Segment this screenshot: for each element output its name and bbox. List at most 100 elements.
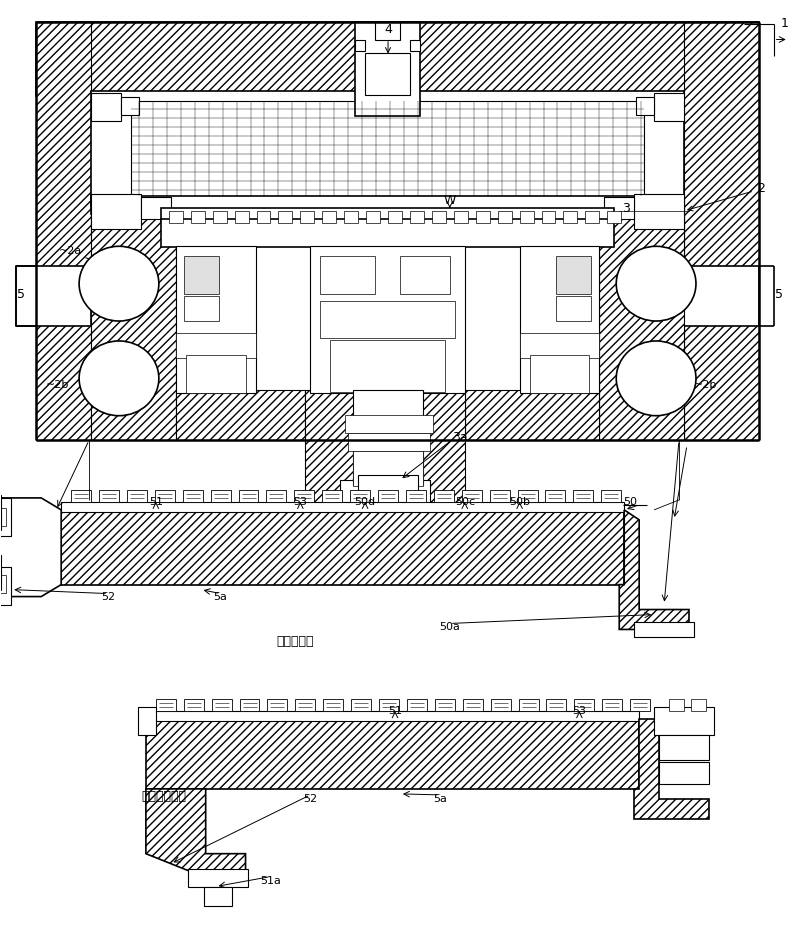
Polygon shape: [61, 510, 624, 585]
Text: 52: 52: [101, 591, 115, 602]
Bar: [654, 94, 684, 121]
Text: 50c: 50c: [454, 497, 475, 507]
Bar: [654, 708, 714, 735]
Bar: [182, 490, 202, 502]
Bar: [634, 622, 694, 638]
Bar: [210, 490, 230, 502]
Bar: [184, 699, 204, 711]
Bar: [323, 699, 343, 711]
Bar: [0, 554, 2, 589]
Bar: [127, 490, 147, 502]
Text: 3a: 3a: [452, 430, 467, 444]
Ellipse shape: [616, 246, 696, 321]
Bar: [358, 475, 418, 523]
Bar: [161, 208, 614, 222]
Bar: [490, 490, 510, 502]
Text: 52: 52: [303, 794, 318, 804]
Bar: [121, 97, 139, 115]
Bar: [0, 567, 11, 604]
Bar: [602, 490, 622, 502]
Bar: [410, 211, 424, 223]
Text: 50: 50: [623, 497, 638, 507]
Text: 5: 5: [774, 289, 782, 301]
Bar: [574, 490, 594, 502]
Bar: [16, 266, 91, 325]
Bar: [184, 295, 218, 321]
Bar: [434, 490, 454, 502]
Bar: [320, 301, 455, 339]
Text: 2: 2: [688, 183, 765, 211]
Text: 53: 53: [572, 706, 586, 716]
Text: 51a: 51a: [260, 876, 281, 885]
Text: 50a: 50a: [439, 622, 460, 633]
Bar: [155, 490, 174, 502]
Bar: [0, 495, 2, 530]
Polygon shape: [465, 391, 599, 440]
Bar: [212, 699, 231, 711]
Polygon shape: [684, 22, 758, 440]
Bar: [0, 574, 6, 592]
Text: 加熱器供電部: 加熱器供電部: [141, 790, 186, 803]
Bar: [684, 266, 758, 325]
Bar: [99, 490, 119, 502]
Bar: [410, 40, 420, 51]
Text: W: W: [444, 195, 456, 207]
Bar: [213, 211, 226, 223]
Bar: [406, 490, 426, 502]
Polygon shape: [306, 391, 465, 525]
Polygon shape: [146, 719, 639, 789]
Bar: [669, 699, 684, 711]
Bar: [131, 101, 644, 196]
Bar: [351, 699, 371, 711]
Bar: [563, 211, 578, 223]
Ellipse shape: [79, 246, 159, 321]
Bar: [353, 451, 423, 486]
Bar: [498, 211, 512, 223]
Bar: [355, 22, 420, 116]
Bar: [659, 762, 709, 784]
Bar: [91, 94, 121, 121]
Bar: [294, 490, 314, 502]
Bar: [375, 22, 400, 40]
Bar: [659, 735, 709, 760]
Bar: [378, 490, 398, 502]
Bar: [186, 356, 246, 394]
Bar: [156, 699, 176, 711]
Bar: [238, 490, 258, 502]
Bar: [518, 490, 538, 502]
Bar: [400, 255, 450, 293]
Bar: [266, 490, 286, 502]
Bar: [61, 502, 624, 512]
Text: 4: 4: [384, 23, 392, 53]
Bar: [295, 699, 315, 711]
Text: 5a: 5a: [214, 591, 227, 602]
Bar: [518, 699, 538, 711]
Polygon shape: [36, 22, 758, 96]
Polygon shape: [619, 510, 689, 629]
Bar: [322, 490, 342, 502]
Polygon shape: [634, 719, 709, 819]
Bar: [353, 391, 423, 485]
Bar: [366, 211, 380, 223]
Bar: [546, 699, 566, 711]
Polygon shape: [176, 391, 306, 440]
Text: 50d: 50d: [354, 497, 376, 507]
Bar: [310, 246, 465, 394]
Bar: [365, 54, 410, 96]
Bar: [146, 711, 639, 721]
Text: 51: 51: [388, 706, 402, 716]
Bar: [542, 211, 555, 223]
Bar: [519, 246, 599, 394]
Text: ~2a: ~2a: [59, 246, 82, 255]
Bar: [388, 211, 402, 223]
Bar: [300, 211, 314, 223]
Bar: [169, 211, 182, 223]
Bar: [330, 341, 445, 393]
Bar: [176, 246, 255, 394]
Polygon shape: [0, 498, 61, 597]
Bar: [636, 97, 654, 115]
Bar: [355, 40, 365, 51]
Polygon shape: [599, 201, 684, 440]
Bar: [490, 699, 510, 711]
Bar: [267, 699, 287, 711]
